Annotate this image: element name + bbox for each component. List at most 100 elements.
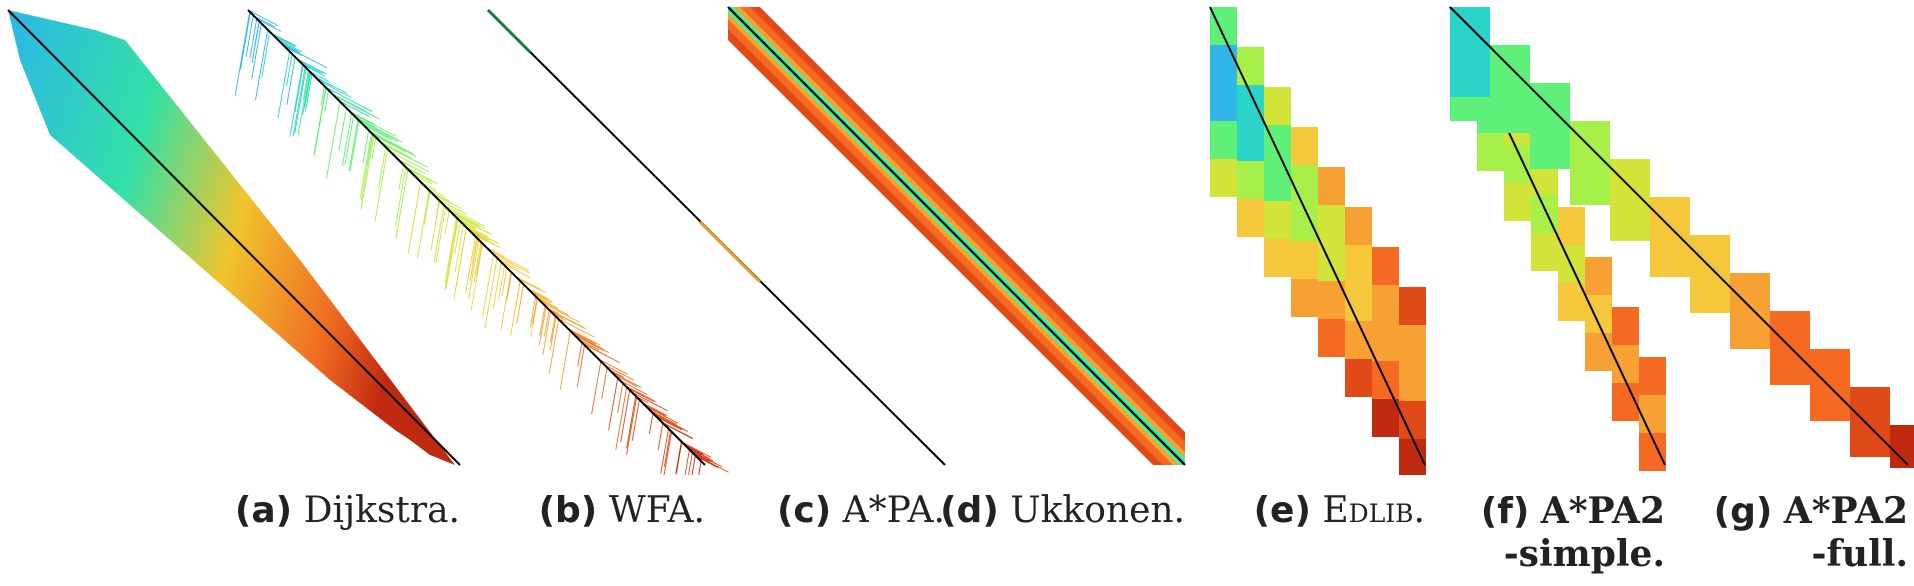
wfa-wavefront-line xyxy=(333,94,375,117)
caption-c-label: (c) xyxy=(776,490,832,531)
wfa-wavefront-line xyxy=(608,378,619,431)
wfa-wavefront-line xyxy=(576,344,585,388)
wfa-wavefront-line xyxy=(405,166,438,184)
edlib-block xyxy=(1237,85,1264,123)
wfa-wavefront-line xyxy=(497,258,520,271)
wfa-wavefront-line xyxy=(429,190,451,202)
wfa-wavefront-line xyxy=(482,254,494,317)
wfa-wavefront-line xyxy=(277,38,302,53)
wfa-wavefront-line xyxy=(500,271,512,330)
edlib-block xyxy=(1318,319,1345,357)
wfa-wavefront-line xyxy=(407,181,422,254)
caption-e-name: Edlib. xyxy=(1322,490,1425,531)
caption-b-label: (b) xyxy=(538,490,598,531)
wfa-wavefront-line xyxy=(444,210,450,234)
wfa-wavefront-line xyxy=(301,63,321,74)
panel-g-apa2-full xyxy=(1449,6,1914,468)
wfa-wavefront-line xyxy=(239,12,251,70)
edlib-block xyxy=(1399,325,1426,363)
caption-g-label: (g) xyxy=(1713,491,1773,532)
wfa-wavefront-line xyxy=(398,164,404,190)
wfa-wavefront-line xyxy=(575,335,605,352)
caption-e: (e) Edlib. xyxy=(1210,490,1425,532)
wfa-wavefront-line xyxy=(471,237,478,264)
caption-g: (g) A*PA2 -full. xyxy=(1680,490,1908,575)
wfa-wavefront-line xyxy=(296,58,327,75)
wfa-wavefront-line xyxy=(470,243,484,311)
wfa-wavefront-line xyxy=(432,193,462,209)
wfa-wavefront-line xyxy=(468,239,480,300)
wfa-wavefront-line xyxy=(675,441,682,475)
wfa-wavefront-line xyxy=(371,137,377,160)
edlib-block xyxy=(1210,7,1237,45)
wfa-wavefront-line xyxy=(294,67,307,133)
wfa-wavefront-line xyxy=(615,386,628,450)
wfa-wavefront-line xyxy=(360,121,399,143)
simple-block xyxy=(1531,233,1558,271)
wfa-wavefront-line xyxy=(412,173,433,185)
wfa-wavefront-line xyxy=(654,414,678,427)
wfa-wavefront-line xyxy=(532,297,538,325)
simple-block xyxy=(1585,333,1612,371)
wfa-wavefront-line xyxy=(469,238,478,282)
wfa-wavefront-line xyxy=(641,401,668,416)
simple-block xyxy=(1639,357,1666,395)
edlib-block xyxy=(1264,201,1291,239)
wfa-wavefront-line xyxy=(454,224,464,273)
wfa-wavefront-line xyxy=(309,71,330,83)
wfa-wavefront-line xyxy=(535,296,559,309)
wfa-wavefront-line xyxy=(528,289,553,303)
wfa-wavefront-line xyxy=(526,287,550,300)
edlib-block xyxy=(1291,127,1318,165)
wfa-wavefront-line xyxy=(657,422,664,451)
edlib-block xyxy=(1210,121,1237,159)
wfa-wavefront-line xyxy=(324,90,329,113)
wfa-wavefront-line xyxy=(348,119,359,172)
wfa-wavefront-line xyxy=(684,444,704,455)
full-block xyxy=(1450,7,1490,97)
wfa-wavefront-line xyxy=(357,119,403,143)
wfa-wavefront-line xyxy=(516,284,524,324)
wfa-wavefront-line xyxy=(349,120,360,171)
wfa-wavefront-line xyxy=(663,423,694,440)
wfa-wavefront-line xyxy=(261,31,271,78)
wfa-wavefront-line xyxy=(255,29,269,101)
wfa-wavefront-line xyxy=(369,130,414,155)
wfa-wavefront-line xyxy=(583,343,620,364)
wfa-wavefront-line xyxy=(656,416,682,431)
wfa-wavefront-line xyxy=(395,167,407,227)
wfa-wavefront-line xyxy=(577,342,583,367)
wfa-wavefront-line xyxy=(380,141,413,159)
wfa-wavefront-line xyxy=(453,214,493,235)
wfa-wavefront-line xyxy=(542,311,551,355)
edlib-block xyxy=(1291,279,1318,317)
wfa-wavefront-line xyxy=(617,383,624,414)
full-block xyxy=(1690,235,1730,313)
wfa-wavefront-line xyxy=(550,315,556,343)
edlib-block xyxy=(1345,321,1372,359)
wfa-wavefront-line xyxy=(277,51,291,119)
edlib-block xyxy=(1210,83,1237,121)
wfa-wavefront-line xyxy=(663,431,673,475)
edlib-block xyxy=(1399,363,1426,401)
edlib-block xyxy=(1318,167,1345,205)
wfa-wavefront-line xyxy=(493,253,530,274)
wfa-wavefront-line xyxy=(675,441,683,474)
wfa-wavefront-line xyxy=(435,206,447,263)
wfa-wavefront-line xyxy=(648,413,654,435)
wfa-wavefront-line xyxy=(569,330,596,345)
wfa-wavefront-line xyxy=(573,334,610,354)
wfa-wavefront-line xyxy=(444,218,458,291)
caption-a-name: Dijkstra. xyxy=(303,490,460,531)
caption-b: (b) WFA. xyxy=(470,490,705,532)
alignment-figure xyxy=(7,6,1914,475)
wfa-wavefront-line xyxy=(234,11,251,96)
caption-f-label: (f) xyxy=(1480,491,1530,532)
wfa-wavefront-line xyxy=(517,277,541,291)
wfa-wavefront-line xyxy=(286,56,296,105)
edlib-block xyxy=(1264,87,1291,125)
wfa-wavefront-line xyxy=(473,241,482,283)
edlib-block xyxy=(1372,323,1399,361)
wfa-wavefront-line xyxy=(614,374,637,387)
wfa-wavefront-line xyxy=(408,169,432,183)
